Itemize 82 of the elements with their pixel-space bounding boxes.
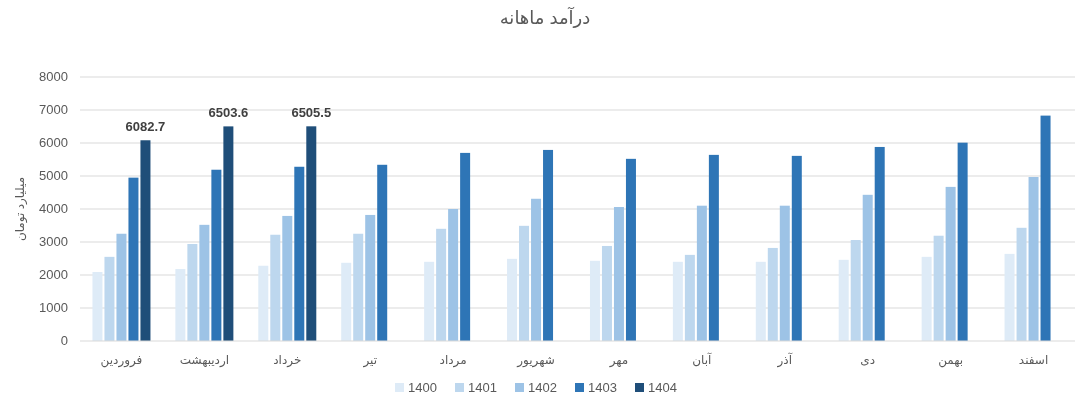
legend-label: 1401 xyxy=(468,380,497,395)
bar xyxy=(223,126,234,341)
x-tick-label: شهریور xyxy=(516,353,555,368)
bar xyxy=(767,247,778,341)
bar xyxy=(211,169,222,341)
bar xyxy=(175,269,186,341)
bar xyxy=(140,140,151,341)
bar xyxy=(258,265,269,341)
bar xyxy=(341,262,352,341)
bar xyxy=(187,243,198,341)
bar xyxy=(104,256,115,341)
bar xyxy=(282,215,293,341)
chart-title: درآمد ماهانه xyxy=(499,6,591,28)
bar xyxy=(862,194,873,341)
bar xyxy=(294,166,305,341)
bar xyxy=(933,235,944,341)
y-tick-label: 6000 xyxy=(39,135,68,150)
bar xyxy=(377,164,388,341)
bar xyxy=(365,214,376,341)
y-tick-label: 8000 xyxy=(39,69,68,84)
y-tick-label: 3000 xyxy=(39,234,68,249)
legend-label: 1403 xyxy=(588,380,617,395)
x-tick-label: اردیبهشت xyxy=(179,353,230,368)
bar xyxy=(755,261,766,341)
bar xyxy=(116,233,127,341)
y-tick-label: 0 xyxy=(60,333,68,348)
data-label: 6505.5 xyxy=(291,105,332,121)
bar xyxy=(424,261,435,341)
bar xyxy=(306,126,317,341)
bar xyxy=(353,233,364,341)
bar xyxy=(519,225,530,341)
x-tick-label: دی xyxy=(860,353,876,367)
bar xyxy=(507,258,518,341)
bar xyxy=(128,177,139,341)
x-tick-label: خرداد xyxy=(273,353,302,368)
x-tick-label: تیر xyxy=(362,353,378,368)
bar xyxy=(957,142,968,341)
bar xyxy=(270,234,281,341)
bar xyxy=(613,207,624,341)
bar xyxy=(838,259,849,341)
bar xyxy=(625,158,636,341)
bar xyxy=(672,261,683,341)
bar xyxy=(1028,176,1039,341)
bar xyxy=(708,154,719,341)
data-label: 6082.7 xyxy=(125,119,166,135)
bar xyxy=(448,209,459,341)
y-tick-label: 7000 xyxy=(39,102,68,117)
legend-label: 1402 xyxy=(528,380,557,395)
bar xyxy=(791,155,802,341)
y-tick-label: 2000 xyxy=(39,267,68,282)
bar xyxy=(779,205,790,341)
x-tick-label: آبان xyxy=(692,352,713,367)
legend-label: 1400 xyxy=(408,380,437,395)
y-tick-label: 4000 xyxy=(39,201,68,216)
bar xyxy=(874,146,885,341)
bar xyxy=(92,272,103,341)
bar xyxy=(921,256,932,341)
y-tick-label: 5000 xyxy=(39,168,68,183)
x-tick-label: بهمن xyxy=(938,353,964,368)
bar xyxy=(1040,115,1051,341)
x-tick-label: مرداد xyxy=(439,353,467,368)
bar xyxy=(543,149,554,341)
x-tick-label: مهر xyxy=(608,353,629,368)
bar xyxy=(850,240,861,341)
bar xyxy=(589,260,600,341)
legend-label: 1404 xyxy=(648,380,677,395)
bar xyxy=(436,228,447,341)
x-tick-label: آذر xyxy=(776,352,793,368)
bar xyxy=(696,205,707,341)
y-tick-label: 1000 xyxy=(39,300,68,315)
bar xyxy=(1016,227,1027,341)
data-label: 6503.6 xyxy=(208,105,249,121)
bar xyxy=(601,245,612,341)
bar xyxy=(684,254,695,341)
bar xyxy=(945,186,956,341)
y-axis-title: میلیارد تومان xyxy=(13,176,28,242)
x-tick-label: فروردین xyxy=(100,353,143,368)
x-tick-label: اسفند xyxy=(1018,353,1049,367)
bar xyxy=(531,198,542,341)
bar xyxy=(1004,253,1015,341)
bar xyxy=(460,152,471,341)
bar xyxy=(199,224,210,341)
